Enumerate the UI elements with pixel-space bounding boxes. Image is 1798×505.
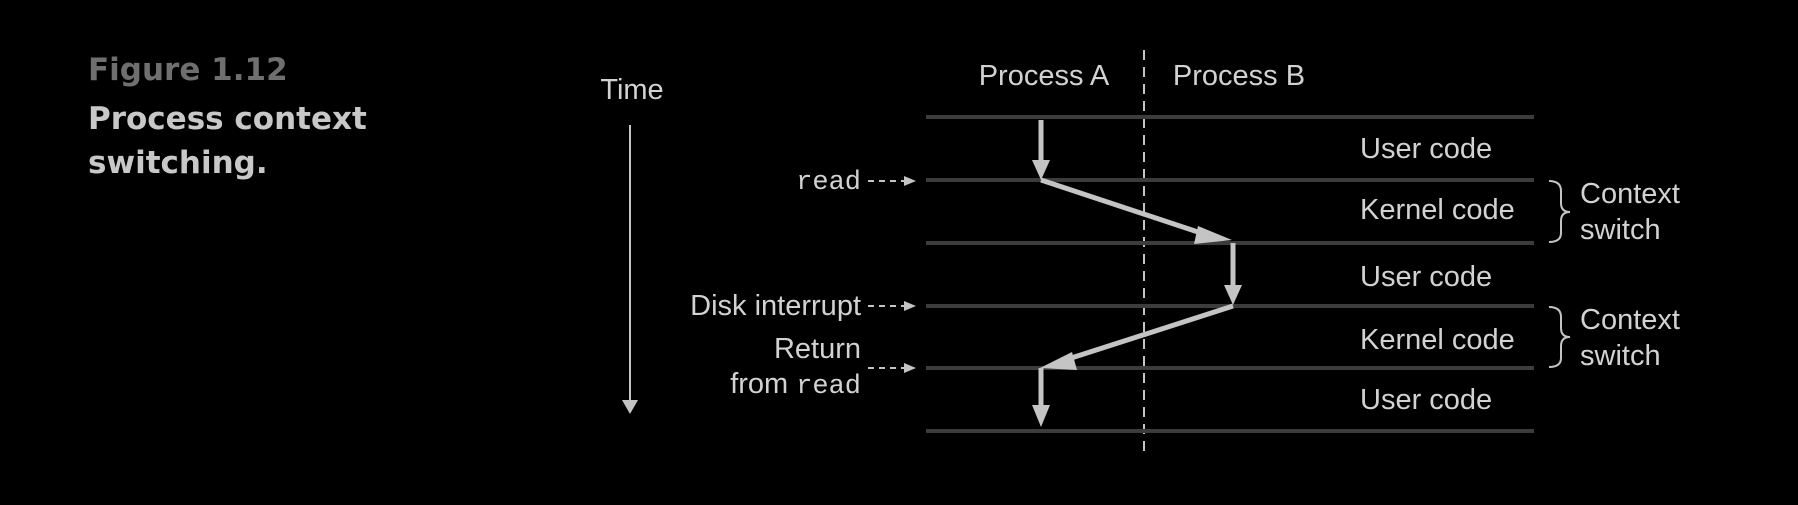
flow-arrowhead (1032, 405, 1050, 427)
context-switch-label-2-line1: Context (1580, 304, 1680, 336)
figure-title: Process context switching. (88, 101, 367, 181)
flow-arrow-b-to-a (1061, 303, 1234, 364)
read-pointer-arrowhead (904, 176, 916, 186)
flow-arrowhead (1032, 160, 1050, 180)
flow-arrowhead (1040, 352, 1077, 370)
flow-arrowhead (1194, 226, 1232, 244)
region-label-user-1: User code (1360, 133, 1492, 165)
context-switch-label-1-line1: Context (1580, 178, 1680, 210)
event-return-label-line1: Return (774, 333, 861, 365)
context-switch-brace (1548, 180, 1571, 243)
context-switch-label-1-line2: switch (1580, 214, 1661, 246)
disk-interrupt-pointer-arrowhead (904, 301, 916, 311)
flow-arrowhead (1224, 285, 1242, 305)
figure-number: Figure 1.12 (88, 52, 288, 88)
process-b-header: Process B (1173, 60, 1305, 92)
time-axis-arrowhead (622, 400, 638, 414)
region-label-user-3: User code (1360, 384, 1492, 416)
context-switch-brace (1548, 306, 1571, 368)
event-return-from-text: from (730, 368, 788, 400)
event-disk-interrupt-label: Disk interrupt (690, 290, 861, 322)
time-label: Time (600, 74, 663, 106)
return-pointer-arrowhead (904, 363, 916, 373)
event-return-read-text: read (796, 372, 861, 402)
region-label-kernel-2: Kernel code (1360, 324, 1515, 356)
event-return-label-line2: from read (730, 368, 861, 402)
flow-arrow-a-to-b (1040, 177, 1211, 239)
event-read-label: read (796, 168, 861, 198)
region-label-kernel-1: Kernel code (1360, 194, 1515, 226)
process-a-header: Process A (979, 60, 1110, 92)
region-label-user-2: User code (1360, 261, 1492, 293)
context-switch-label-2-line2: switch (1580, 340, 1661, 372)
